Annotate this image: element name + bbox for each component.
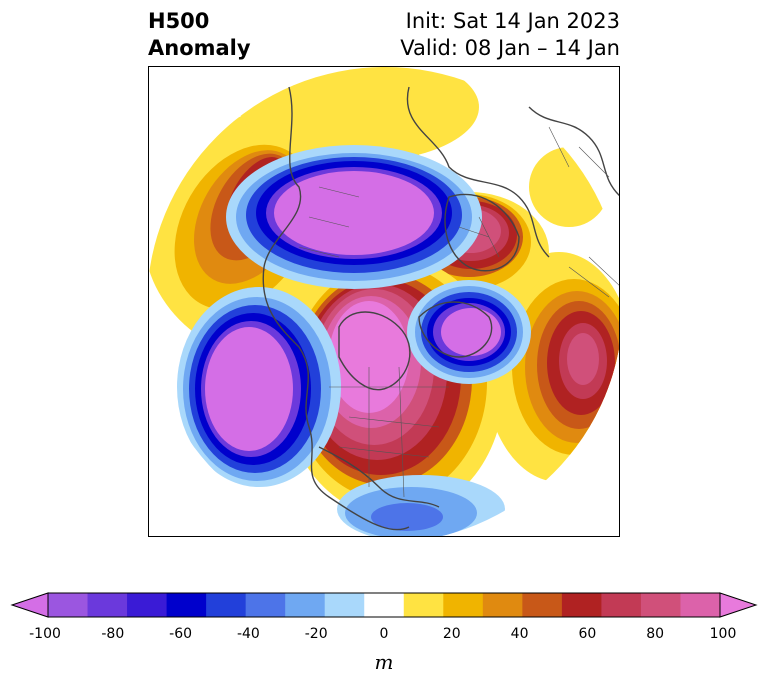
colorbar-tick-label: -60 <box>169 626 193 642</box>
colorbar-tick-label: -100 <box>29 626 61 642</box>
borders <box>298 126 619 498</box>
colorbar-graphic <box>10 592 758 618</box>
colorbar-tick-label: 40 <box>510 626 529 642</box>
colorbar-bin <box>443 593 484 617</box>
anomaly-map <box>149 67 619 536</box>
negative-anomaly-asia <box>226 145 482 289</box>
colorbar-tick-label: -20 <box>304 626 328 642</box>
colorbar <box>10 590 758 620</box>
map-date-info: Init: Sat 14 Jan 2023 Valid: 08 Jan – 14… <box>400 8 620 62</box>
colorbar-bin <box>324 593 365 617</box>
init-time: Init: Sat 14 Jan 2023 <box>405 9 620 33</box>
colorbar-bin <box>245 593 286 617</box>
colorbar-bin <box>87 593 128 617</box>
colorbar-outline <box>47 592 721 618</box>
colorbar-bin <box>127 593 168 617</box>
colorbar-tick-label: 80 <box>646 626 665 642</box>
colorbar-tick-label: 20 <box>442 626 461 642</box>
colorbar-tick-label: 0 <box>379 626 389 642</box>
colorbar-tick-labels: -100 -80 -60 -40 -20 0 20 40 60 80 100 <box>0 626 768 646</box>
colorbar-tick-label: -40 <box>236 626 260 642</box>
colorbar-bin <box>166 593 207 617</box>
negative-anomaly-pacific <box>177 287 341 487</box>
colorbar-bin <box>403 593 444 617</box>
colorbar-over-extend <box>719 592 758 618</box>
title-subtitle: Anomaly <box>148 36 251 60</box>
colorbar-bin <box>561 593 602 617</box>
colorbar-under-extend <box>10 592 49 618</box>
colorbar-bin <box>601 593 642 617</box>
colorbar-bin <box>482 593 523 617</box>
colorbar-tick-label: 60 <box>578 626 597 642</box>
map-panel <box>148 66 620 537</box>
negative-anomaly-atlantic <box>407 280 531 384</box>
colorbar-bin <box>522 593 563 617</box>
colorbar-tick-label: 100 <box>709 626 737 642</box>
colorbar-bin <box>206 593 247 617</box>
colorbar-bin <box>48 593 89 617</box>
colorbar-unit: m <box>374 650 394 674</box>
colorbar-bin <box>640 593 681 617</box>
colorbar-bin <box>680 593 721 617</box>
valid-period: Valid: 08 Jan – 14 Jan <box>400 36 620 60</box>
title-field: H500 <box>148 9 210 33</box>
coastlines <box>262 86 619 531</box>
colorbar-bin <box>285 593 326 617</box>
colorbar-tick-label: -80 <box>101 626 125 642</box>
colorbar-bin <box>364 593 405 617</box>
map-title: H500 Anomaly <box>148 8 251 62</box>
